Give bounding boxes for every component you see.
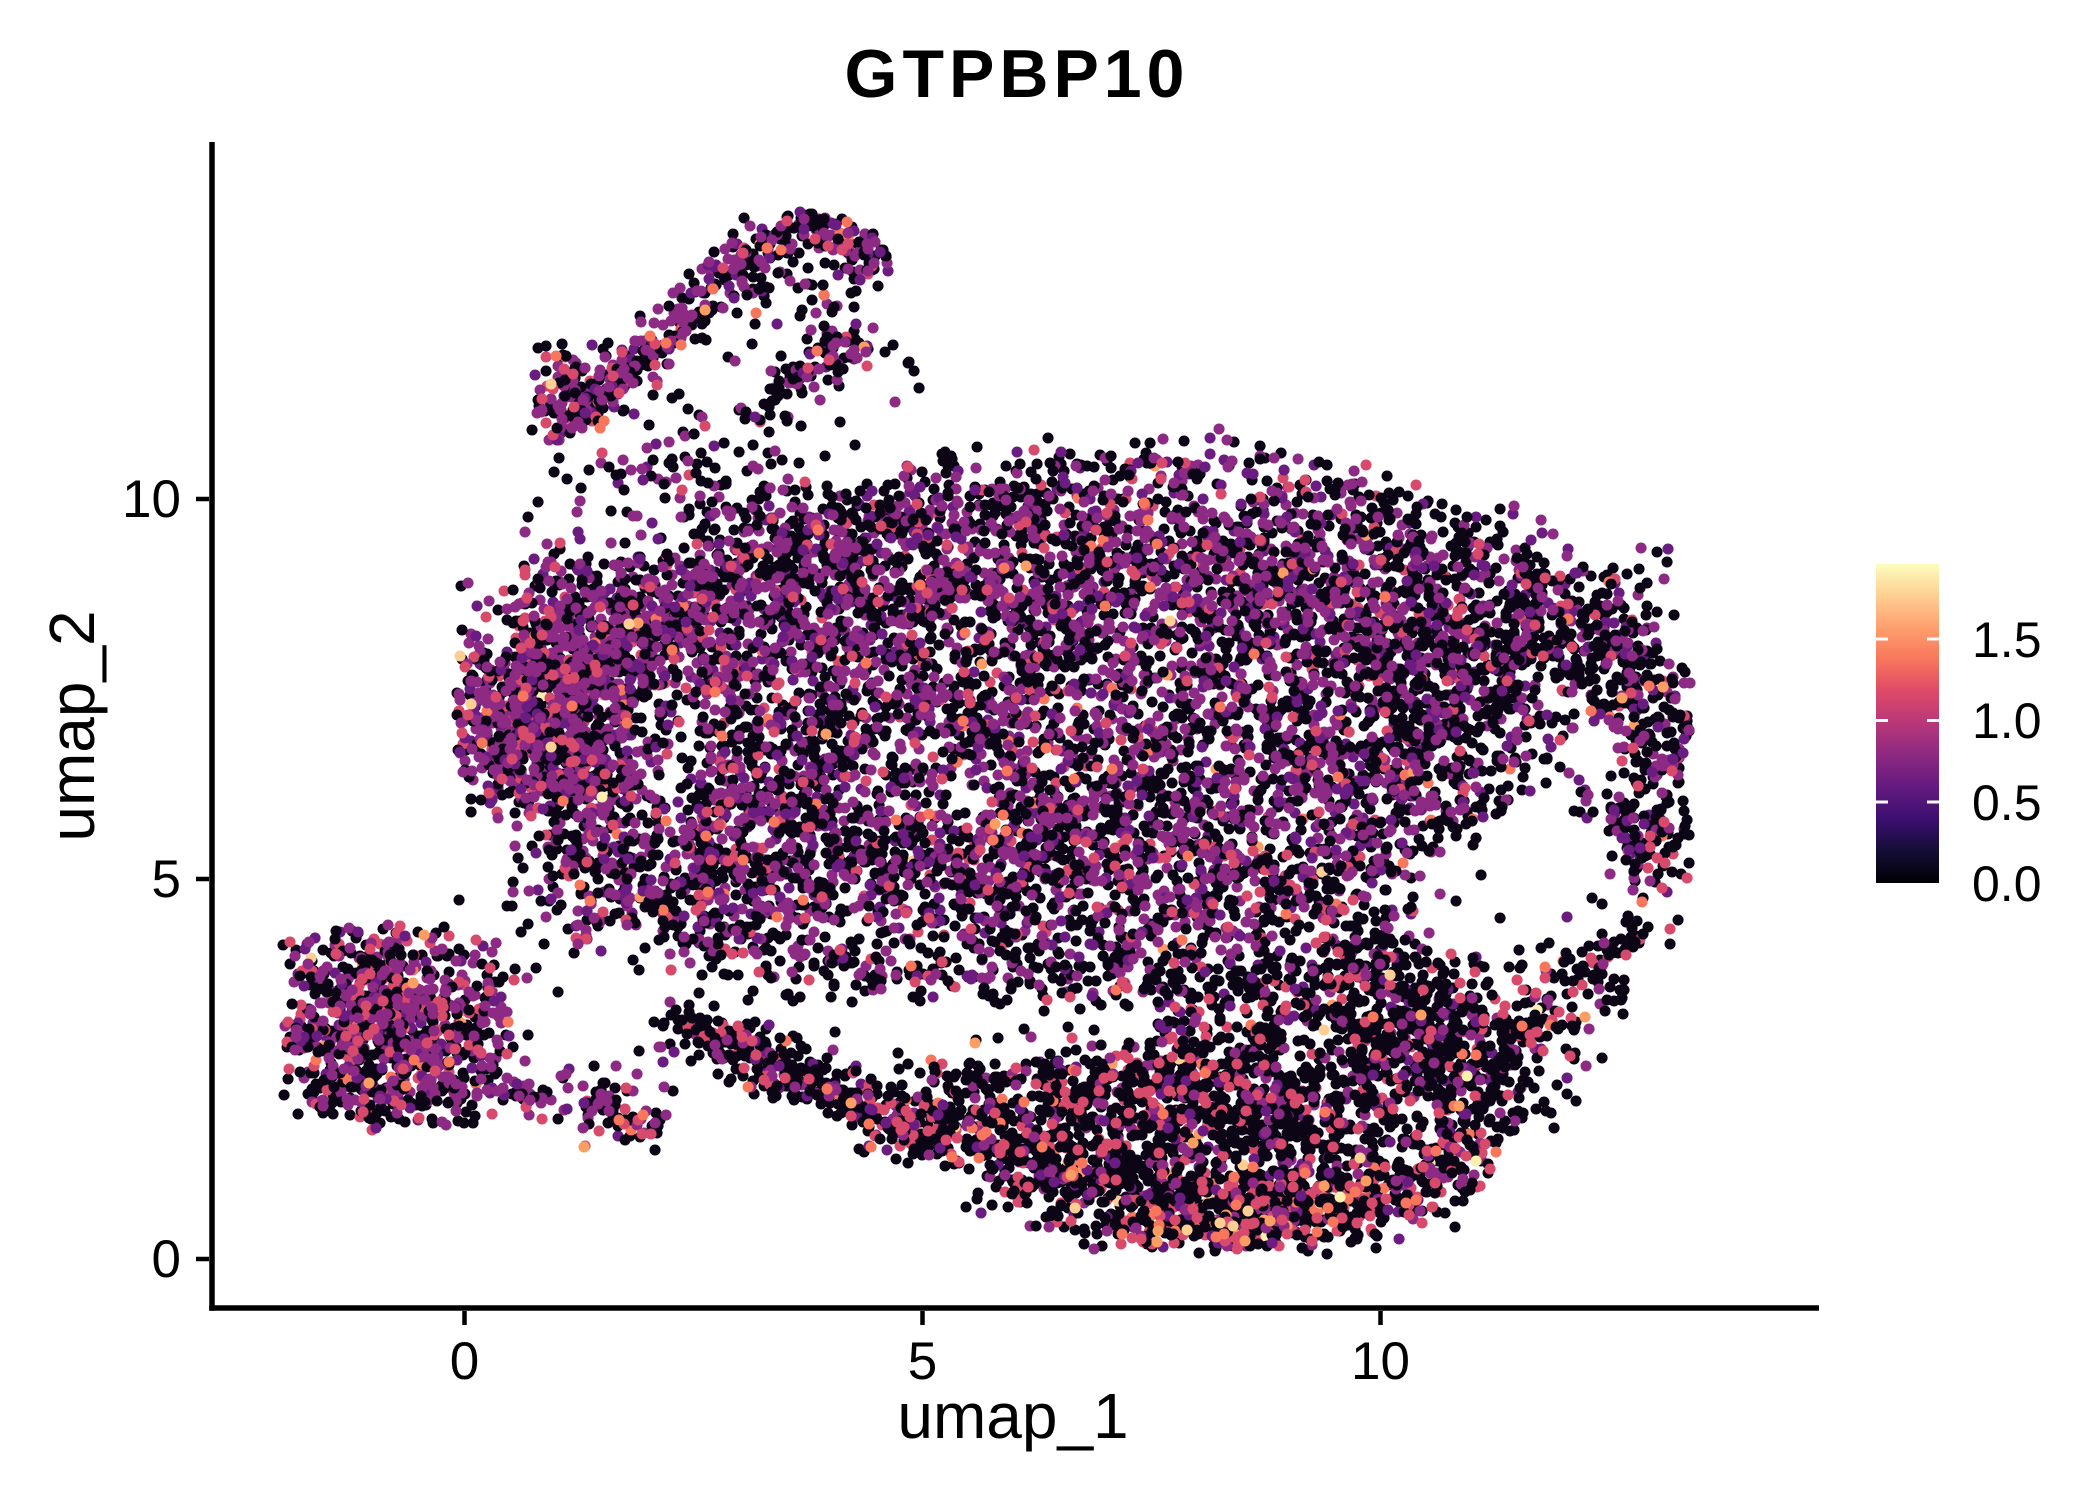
svg-text:5: 5 xyxy=(908,1332,937,1391)
svg-text:1.5: 1.5 xyxy=(1972,612,2042,668)
svg-text:5: 5 xyxy=(152,850,181,909)
svg-text:GTPBP10: GTPBP10 xyxy=(845,36,1190,112)
svg-text:10: 10 xyxy=(1351,1332,1410,1391)
svg-text:umap_1: umap_1 xyxy=(897,1380,1128,1452)
svg-text:0: 0 xyxy=(450,1332,479,1391)
svg-text:10: 10 xyxy=(122,470,181,529)
svg-text:1.0: 1.0 xyxy=(1972,693,2042,749)
svg-text:umap_2: umap_2 xyxy=(36,610,108,841)
svg-text:0.5: 0.5 xyxy=(1972,775,2042,831)
svg-text:0.0: 0.0 xyxy=(1972,856,2042,912)
svg-text:0: 0 xyxy=(152,1230,181,1289)
